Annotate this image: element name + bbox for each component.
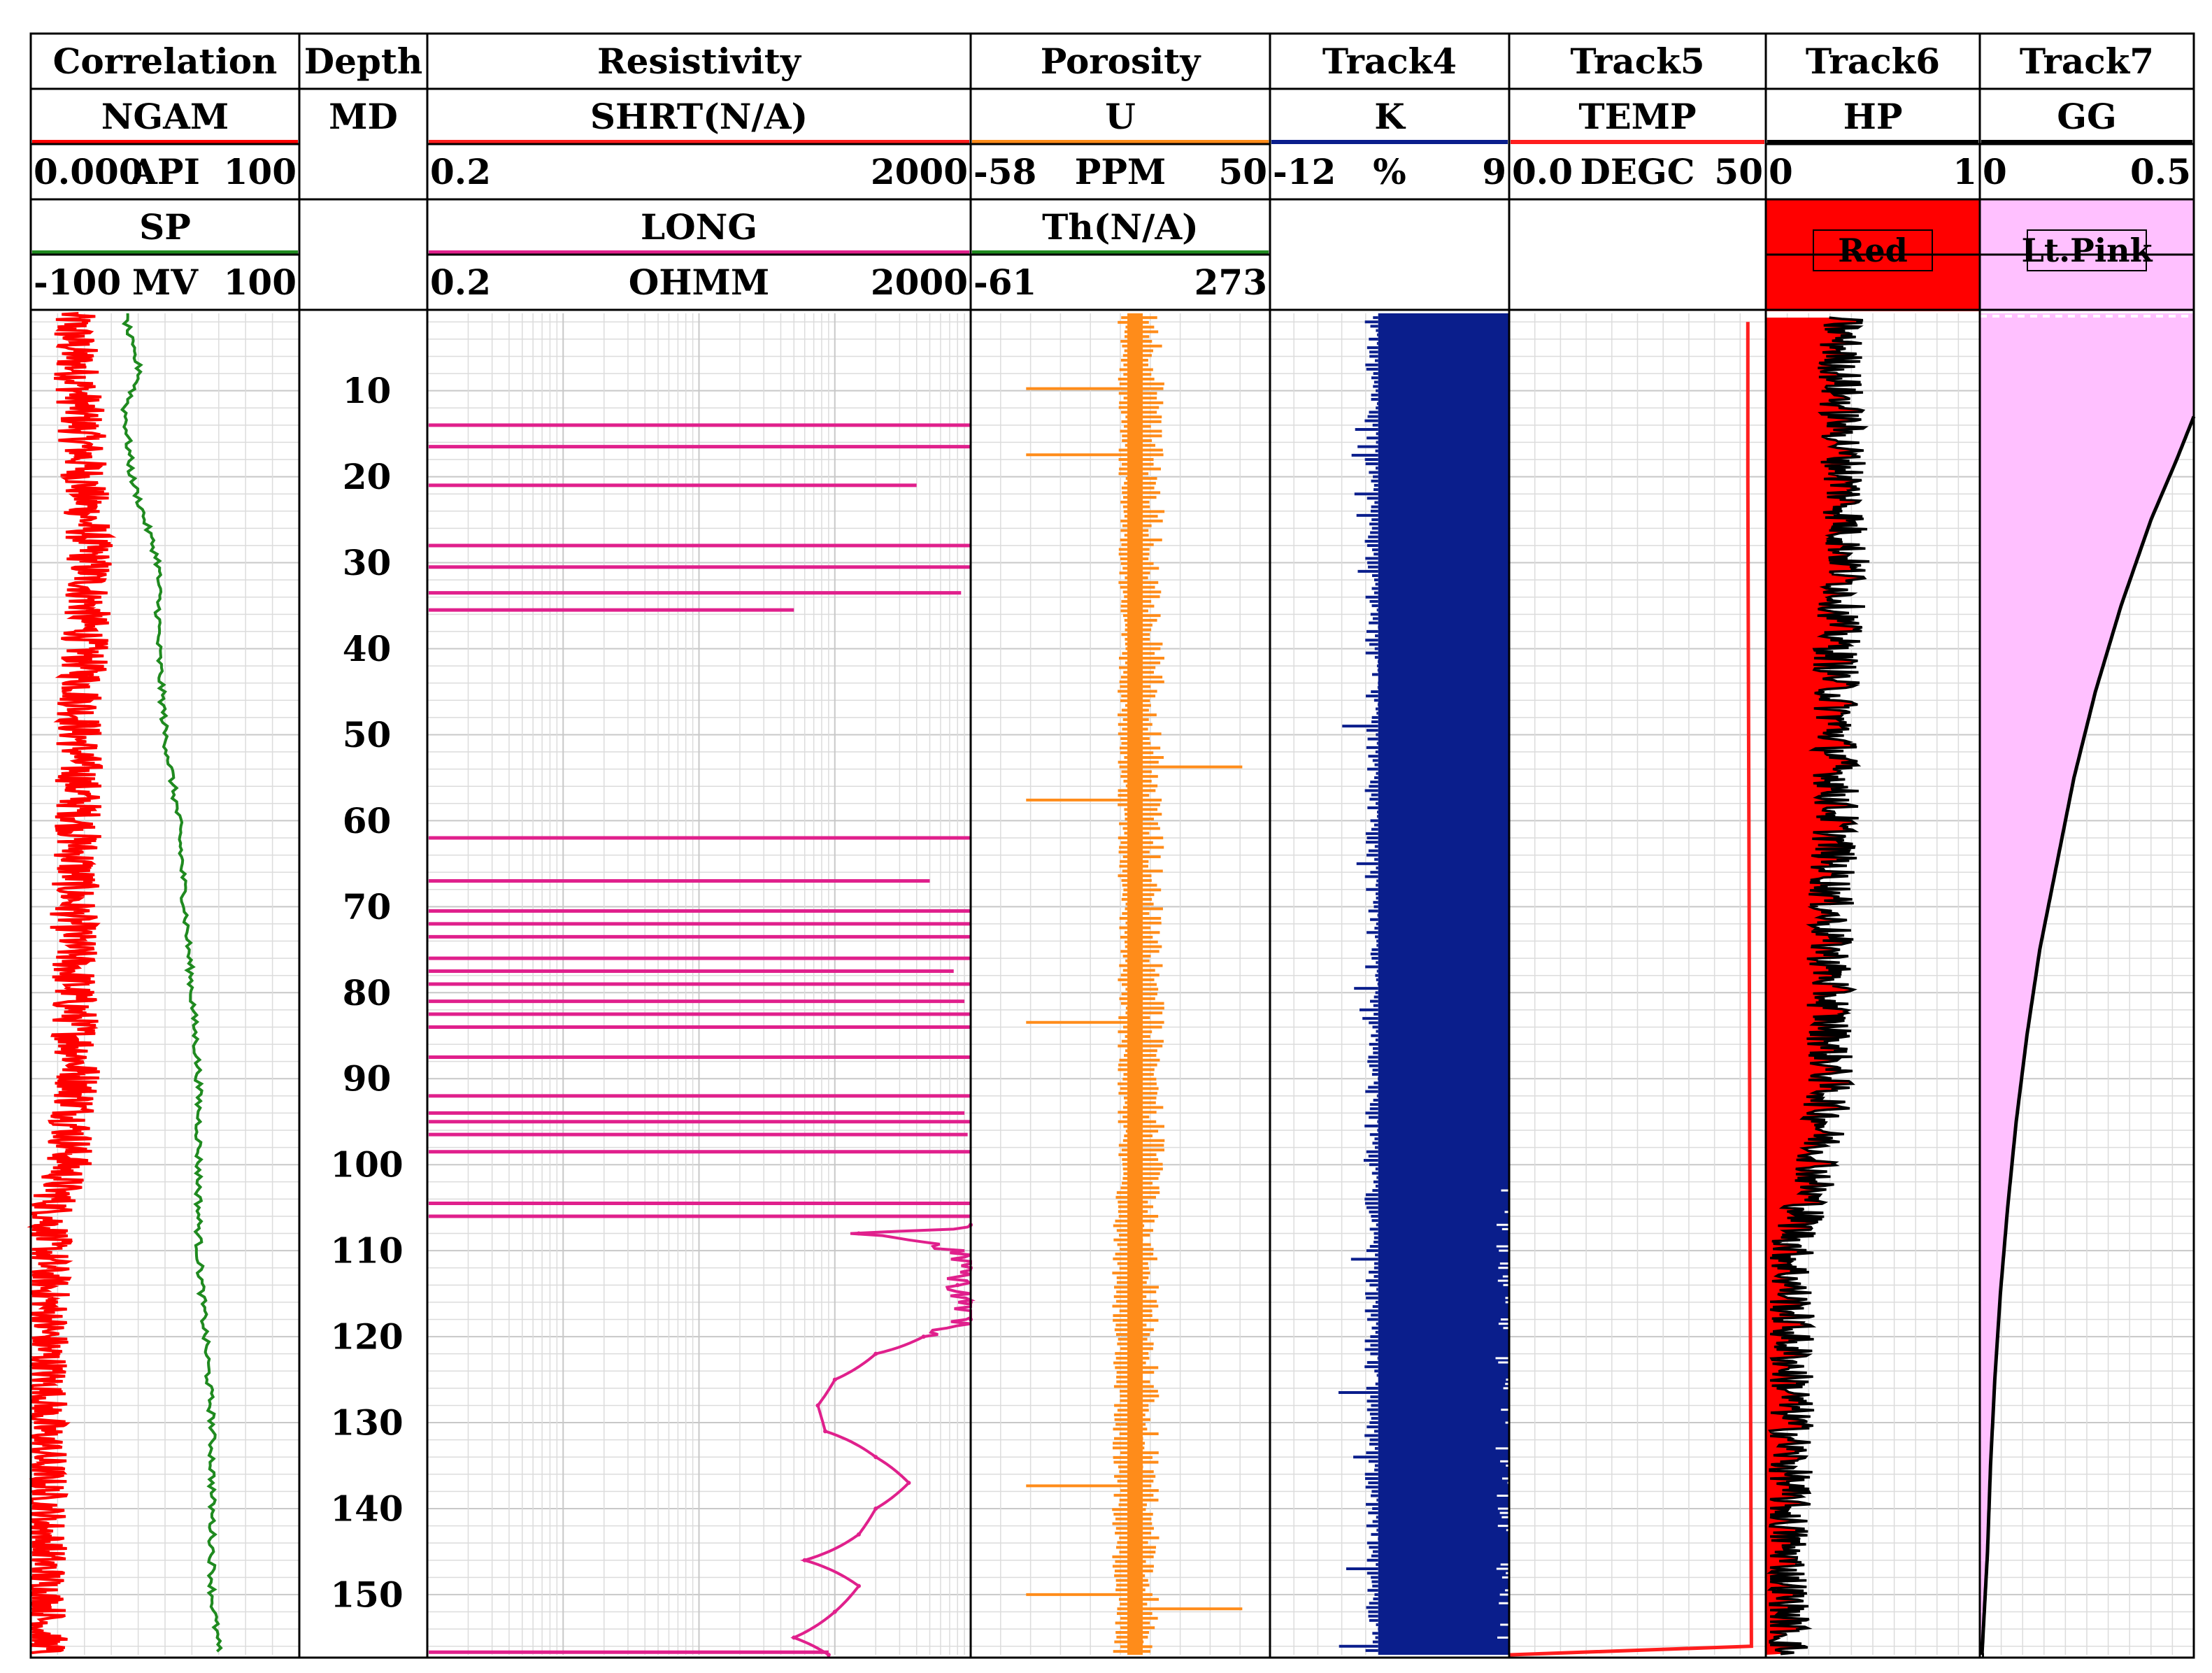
scale-min: -12 <box>1273 151 1336 192</box>
k-curve <box>1338 313 1509 1655</box>
gg-line <box>1980 415 2196 1656</box>
depth-tick-label: 80 <box>343 972 392 1013</box>
track-header-5: Track4 K -12% 9 <box>1271 41 1508 192</box>
scale-max: 2000 <box>871 151 968 192</box>
scale-max: 2000 <box>871 262 968 303</box>
depth-axis: 10 20 30 40 50 60 70 80 90 100 110 120 130 140 150 <box>330 370 403 1615</box>
hp-curve <box>1766 316 1870 1656</box>
scale-max: 100 <box>224 151 297 192</box>
fill-label-box <box>1813 229 1933 271</box>
scale-min: 0.2 <box>430 151 491 192</box>
ngam-curve <box>27 312 117 1654</box>
track-title: Resistivity <box>597 41 802 82</box>
depth-tick-label: 50 <box>343 714 392 755</box>
gg-curve <box>1980 313 2196 1657</box>
scale-min: 0 <box>1983 151 2007 192</box>
scale-min: 0.000 <box>34 151 143 192</box>
depth-tick-label: 70 <box>343 886 392 927</box>
temp-curve <box>1508 322 1753 1657</box>
fill-label-box <box>2027 229 2147 271</box>
header-borders <box>29 32 2195 1659</box>
fill-label: Red <box>1838 232 1908 269</box>
scale-unit: OHMM <box>629 262 770 303</box>
track-title: Track4 <box>1322 41 1457 82</box>
scale-unit: PPM <box>1075 151 1166 192</box>
curve-name: GG <box>2057 96 2116 137</box>
depth-tick-label: 150 <box>330 1574 403 1615</box>
scale-unit: DEGC <box>1580 151 1695 192</box>
track-grid-7 <box>1980 313 2194 1655</box>
depth-tick-label: 30 <box>343 542 392 583</box>
scale-max: 273 <box>1194 262 1267 303</box>
long-curve <box>429 423 976 1657</box>
curve-name: MD <box>329 96 398 137</box>
curve-name: NGAM <box>101 96 229 137</box>
track-title: Track6 <box>1806 41 1940 82</box>
curve-name: SHRT(N/A) <box>590 96 808 137</box>
scale-max: 1 <box>1953 151 1977 192</box>
curve-name: LONG <box>641 206 757 248</box>
scale-unit: MV <box>132 262 199 303</box>
track-grid-3 <box>971 313 1270 1655</box>
scale-unit: % <box>1373 151 1406 192</box>
track-title: Correlation <box>53 41 278 82</box>
scale-max: 9 <box>1482 151 1506 192</box>
depth-tick-label: 20 <box>343 456 392 497</box>
track-header-4: Porosity U -58 PPM 50 Th(N/A)-61 273 <box>972 41 1269 303</box>
track-grid-5 <box>1509 313 1766 1655</box>
depth-tick-label: 100 <box>330 1144 403 1186</box>
hp-red-fill <box>1766 318 1870 1656</box>
scale-max: 0.5 <box>2130 151 2191 192</box>
track-header-3: Resistivity SHRT(N/A) 0.2 2000 LONG 0.2 OHMM 20… <box>429 41 969 303</box>
curve-name: K <box>1374 96 1406 137</box>
scale-max: 50 <box>1714 151 1763 192</box>
depth-tick-label: 60 <box>343 800 392 841</box>
scale-min: 0 <box>1769 151 1793 192</box>
track-grid-6 <box>1766 313 1980 1655</box>
track-header-8: Track7 GG 0 0.5 Lt.Pink <box>1980 41 2194 311</box>
scale-min: 0.2 <box>430 262 491 303</box>
scale-min: 0.0 <box>1512 151 1573 192</box>
log-curves <box>27 312 2196 1657</box>
depth-tick-label: 90 <box>343 1058 392 1099</box>
track-title: Depth <box>304 41 423 82</box>
curve-name: U <box>1105 96 1136 137</box>
scale-unit: API <box>129 151 200 192</box>
scale-max: 100 <box>224 262 297 303</box>
gg-pink-fill <box>1980 313 2194 1655</box>
curve-name: Th(N/A) <box>1042 206 1199 248</box>
long-lower-curve <box>790 1223 976 1656</box>
curve-name: HP <box>1843 96 1903 137</box>
depth-tick-label: 140 <box>330 1488 403 1529</box>
curve-name: SP <box>139 206 191 248</box>
k-fill <box>1378 313 1509 1655</box>
u-core <box>1127 313 1143 1655</box>
u-curve <box>1026 313 1243 1655</box>
scale-min: -58 <box>973 151 1036 192</box>
depth-tick-label: 120 <box>330 1316 403 1358</box>
depth-tick-label: 110 <box>330 1230 403 1272</box>
sp-curve <box>120 313 223 1653</box>
track-header-7: Track6 HP 0 1 Red <box>1766 41 1980 311</box>
fill-label: Lt.Pink <box>2022 232 2153 269</box>
scale-min: -100 <box>34 262 121 303</box>
scale-min: -61 <box>973 262 1036 303</box>
track-title: Track5 <box>1570 41 1704 82</box>
outer-border <box>29 32 2195 1659</box>
scale-max: 50 <box>1218 151 1267 192</box>
track-header-2: Depth MD <box>304 41 423 137</box>
curve-name: TEMP <box>1578 96 1696 137</box>
track-title: Track7 <box>2020 41 2154 82</box>
depth-tick-label: 40 <box>343 628 392 669</box>
depth-tick-label: 10 <box>343 370 392 411</box>
hp-line <box>1767 316 1870 1656</box>
track-title: Porosity <box>1041 41 1202 82</box>
depth-tick-label: 130 <box>330 1402 403 1444</box>
